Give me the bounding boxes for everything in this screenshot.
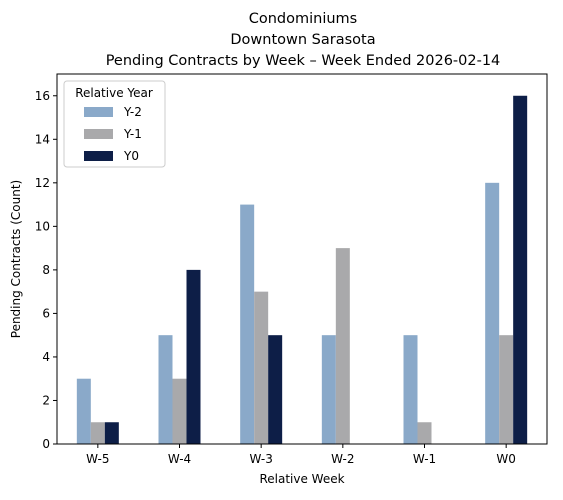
y-tick-label: 16 xyxy=(35,89,50,103)
y-tick-label: 14 xyxy=(35,132,50,146)
x-tick-label: W-5 xyxy=(86,452,109,466)
bar-y-2-w-3 xyxy=(240,204,255,444)
x-tick-label: W-3 xyxy=(249,452,272,466)
x-tick-label: W-2 xyxy=(331,452,354,466)
bar-y0-w-4 xyxy=(186,269,201,444)
y-tick-label: 12 xyxy=(35,176,50,190)
y-tick-label: 6 xyxy=(42,306,50,320)
legend-swatch-y-2 xyxy=(84,107,113,117)
y-tick-label: 4 xyxy=(42,350,50,364)
y-tick-label: 10 xyxy=(35,219,50,233)
legend-swatch-y-1 xyxy=(84,129,113,139)
bar-y-2-w-1 xyxy=(403,335,418,444)
plot-frame xyxy=(56,73,548,445)
x-axis-label: Relative Week xyxy=(259,472,344,486)
y-axis-label: Pending Contracts (Count) xyxy=(9,180,23,338)
bar-y-1-w-5 xyxy=(90,422,105,444)
bar-y0-w-5 xyxy=(104,422,119,444)
bar-y-2-w-2 xyxy=(321,335,336,444)
y-tick-label: 8 xyxy=(42,263,50,277)
bar-y0-w0 xyxy=(513,95,528,444)
bars xyxy=(76,95,528,444)
bar-y-2-w-4 xyxy=(158,335,173,444)
x-tick-label: W-1 xyxy=(413,452,436,466)
y-tick-label: 0 xyxy=(42,437,50,451)
legend-box xyxy=(63,80,166,168)
chart-title-line-1: Condominiums xyxy=(249,11,358,27)
bar-y-1-w0 xyxy=(499,335,514,444)
bar-y-2-w-5 xyxy=(76,378,91,444)
bar-y0-w-3 xyxy=(268,335,283,444)
legend: Relative Year Y-2 Y-1 Y0 xyxy=(63,80,166,168)
legend-label-y-1: Y-1 xyxy=(123,127,142,141)
bar-y-2-w0 xyxy=(485,182,500,444)
legend-swatch-y0 xyxy=(84,151,113,161)
bar-y-1-w-4 xyxy=(172,378,187,444)
bar-y-1-w-2 xyxy=(335,248,350,444)
legend-label-y0: Y0 xyxy=(123,149,139,163)
chart-title: Condominiums Downtown Sarasota Pending C… xyxy=(106,11,501,69)
bar-y-1-w-1 xyxy=(417,422,432,444)
chart-title-line-2: Downtown Sarasota xyxy=(230,32,375,48)
y-tick-label: 2 xyxy=(42,393,50,407)
y-axis: 0 2 4 6 8 10 12 14 16 xyxy=(35,89,57,451)
x-axis: W-5 W-4 W-3 W-2 W-1 W0 xyxy=(86,444,516,466)
legend-label-y-2: Y-2 xyxy=(123,105,142,119)
bar-y-1-w-3 xyxy=(254,291,269,444)
x-tick-label: W0 xyxy=(496,452,516,466)
x-tick-label: W-4 xyxy=(168,452,191,466)
chart-title-line-3: Pending Contracts by Week – Week Ended 2… xyxy=(106,53,501,69)
legend-title: Relative Year xyxy=(75,86,153,100)
